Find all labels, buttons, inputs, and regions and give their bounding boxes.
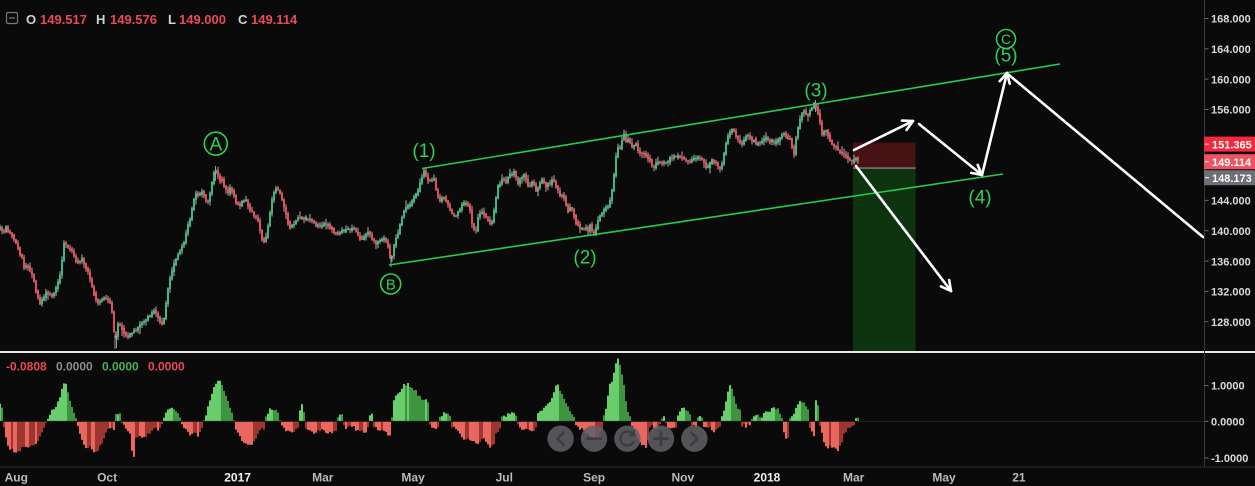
- svg-text:0.0000: 0.0000: [56, 360, 93, 374]
- svg-text:149.114: 149.114: [1212, 157, 1252, 169]
- svg-text:160.000: 160.000: [1211, 74, 1251, 86]
- svg-text:Sep: Sep: [583, 471, 605, 485]
- svg-text:B: B: [386, 276, 396, 293]
- svg-text:2018: 2018: [754, 471, 781, 485]
- svg-text:151.365: 151.365: [1212, 139, 1252, 151]
- svg-text:21: 21: [1012, 471, 1026, 485]
- svg-text:0.0000: 0.0000: [1211, 417, 1245, 429]
- svg-text:148.173: 148.173: [1212, 173, 1252, 185]
- svg-text:L: L: [168, 12, 176, 27]
- svg-text:(4): (4): [968, 188, 991, 209]
- svg-text:Jul: Jul: [496, 471, 513, 485]
- svg-text:168.000: 168.000: [1211, 14, 1251, 26]
- svg-text:0.0000: 0.0000: [148, 360, 185, 374]
- svg-text:May: May: [932, 471, 956, 485]
- svg-text:149.000: 149.000: [179, 12, 226, 27]
- svg-text:132.000: 132.000: [1211, 287, 1251, 299]
- svg-text:0.0000: 0.0000: [102, 360, 139, 374]
- svg-text:May: May: [401, 471, 425, 485]
- svg-text:Oct: Oct: [97, 471, 117, 485]
- svg-text:128.000: 128.000: [1211, 317, 1251, 329]
- svg-text:H: H: [96, 12, 105, 27]
- svg-text:C: C: [1001, 31, 1011, 47]
- svg-text:(3): (3): [804, 81, 827, 102]
- svg-text:C: C: [238, 12, 248, 27]
- svg-text:Mar: Mar: [843, 471, 865, 485]
- svg-text:1.0000: 1.0000: [1211, 381, 1245, 393]
- svg-text:140.000: 140.000: [1211, 226, 1251, 238]
- svg-text:(2): (2): [573, 248, 596, 269]
- svg-text:156.000: 156.000: [1211, 105, 1251, 117]
- svg-text:149.114: 149.114: [251, 12, 298, 27]
- svg-text:(5): (5): [994, 46, 1017, 67]
- svg-text:Mar: Mar: [312, 471, 334, 485]
- svg-text:2017: 2017: [224, 471, 251, 485]
- svg-text:(1): (1): [412, 141, 435, 162]
- svg-text:136.000: 136.000: [1211, 256, 1251, 268]
- svg-text:Nov: Nov: [671, 471, 694, 485]
- svg-text:149.576: 149.576: [110, 12, 157, 27]
- svg-text:A: A: [209, 134, 222, 155]
- svg-text:144.000: 144.000: [1211, 196, 1251, 208]
- svg-text:-0.0808: -0.0808: [6, 360, 47, 374]
- svg-text:164.000: 164.000: [1211, 44, 1251, 56]
- svg-text:Aug: Aug: [5, 471, 28, 485]
- svg-text:O: O: [26, 12, 36, 27]
- svg-text:149.517: 149.517: [40, 12, 87, 27]
- svg-text:-1.0000: -1.0000: [1211, 453, 1248, 465]
